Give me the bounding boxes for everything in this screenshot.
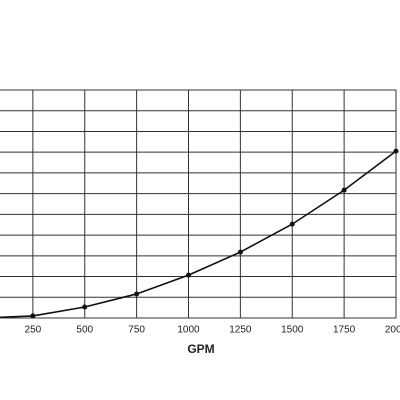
x-tick-label: 1000 bbox=[177, 325, 200, 336]
data-point bbox=[82, 304, 88, 310]
data-point bbox=[289, 221, 295, 227]
data-point bbox=[237, 249, 243, 255]
data-point bbox=[341, 187, 347, 193]
data-point bbox=[134, 291, 140, 297]
data-point bbox=[393, 148, 399, 154]
data-point bbox=[186, 272, 191, 278]
x-tick-label: 500 bbox=[76, 325, 93, 336]
x-axis-label: GPM bbox=[187, 342, 214, 356]
x-tick-label: 750 bbox=[128, 325, 145, 336]
x-tick-label: 250 bbox=[25, 325, 42, 336]
data-point bbox=[30, 313, 36, 319]
x-tick-label: 1750 bbox=[333, 325, 356, 336]
x-tick-label: 1500 bbox=[281, 325, 304, 336]
x-tick-label: 2000 bbox=[385, 325, 400, 336]
data-line bbox=[0, 150, 397, 319]
x-tick-label: 1250 bbox=[229, 325, 252, 336]
